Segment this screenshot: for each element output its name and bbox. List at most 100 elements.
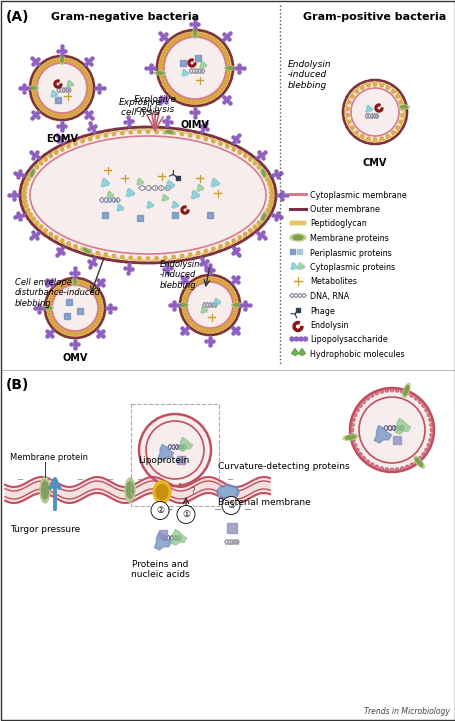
Circle shape: [55, 146, 59, 151]
Circle shape: [294, 337, 298, 341]
Circle shape: [229, 317, 233, 320]
Circle shape: [204, 274, 208, 278]
Circle shape: [167, 88, 171, 92]
Text: EOMV: EOMV: [46, 134, 78, 144]
Ellipse shape: [29, 87, 37, 89]
Circle shape: [237, 146, 241, 151]
Circle shape: [227, 324, 231, 329]
Circle shape: [235, 293, 238, 297]
Circle shape: [55, 239, 59, 244]
Circle shape: [293, 221, 298, 225]
Ellipse shape: [164, 130, 174, 134]
Circle shape: [191, 327, 195, 331]
Circle shape: [59, 117, 63, 121]
Circle shape: [179, 296, 183, 300]
Circle shape: [184, 30, 188, 34]
Circle shape: [89, 282, 93, 286]
Circle shape: [168, 94, 172, 98]
Circle shape: [98, 301, 101, 305]
Circle shape: [211, 139, 215, 143]
Ellipse shape: [30, 168, 35, 178]
Circle shape: [32, 169, 35, 173]
Circle shape: [188, 324, 192, 329]
Text: Endolysin
-induced
blebbing: Endolysin -induced blebbing: [160, 260, 200, 290]
Circle shape: [226, 71, 229, 74]
Circle shape: [421, 404, 425, 407]
Circle shape: [34, 77, 38, 81]
Ellipse shape: [233, 304, 240, 306]
Circle shape: [345, 113, 349, 117]
Circle shape: [350, 94, 354, 98]
Circle shape: [68, 281, 72, 285]
Polygon shape: [211, 178, 219, 187]
Circle shape: [220, 86, 223, 89]
Circle shape: [81, 330, 84, 334]
Circle shape: [66, 282, 69, 286]
Circle shape: [51, 319, 55, 323]
Circle shape: [80, 334, 84, 338]
Circle shape: [155, 257, 158, 260]
Text: −: −: [76, 476, 83, 485]
Text: ①: ①: [182, 510, 190, 519]
Circle shape: [160, 49, 164, 53]
Circle shape: [225, 144, 229, 148]
Circle shape: [301, 221, 305, 225]
Circle shape: [106, 129, 111, 133]
Circle shape: [177, 32, 181, 36]
Circle shape: [54, 236, 58, 239]
Circle shape: [207, 332, 212, 336]
Text: Hydrophobic molecules: Hydrophobic molecules: [309, 350, 404, 359]
Circle shape: [54, 151, 58, 154]
FancyBboxPatch shape: [64, 313, 70, 319]
Circle shape: [73, 277, 77, 281]
Circle shape: [84, 105, 88, 110]
Circle shape: [231, 143, 234, 147]
Circle shape: [45, 278, 105, 338]
Ellipse shape: [177, 303, 188, 307]
Circle shape: [76, 277, 81, 281]
Circle shape: [90, 133, 94, 137]
Circle shape: [355, 448, 359, 452]
Circle shape: [265, 178, 269, 182]
Circle shape: [146, 19, 243, 117]
Circle shape: [106, 257, 111, 261]
Circle shape: [229, 66, 233, 70]
Circle shape: [184, 286, 188, 291]
Circle shape: [253, 225, 256, 229]
Circle shape: [46, 63, 50, 66]
Circle shape: [120, 255, 124, 259]
Circle shape: [187, 99, 190, 102]
Circle shape: [24, 174, 28, 179]
Circle shape: [253, 162, 256, 165]
Circle shape: [243, 236, 247, 240]
Circle shape: [100, 296, 104, 300]
Circle shape: [218, 44, 222, 48]
Circle shape: [383, 81, 387, 85]
Circle shape: [54, 284, 58, 288]
Circle shape: [56, 330, 61, 334]
Circle shape: [70, 112, 74, 115]
Circle shape: [52, 116, 56, 120]
Circle shape: [86, 97, 89, 100]
Circle shape: [180, 35, 184, 39]
Circle shape: [243, 150, 247, 154]
Circle shape: [394, 468, 398, 472]
Circle shape: [211, 332, 215, 336]
Circle shape: [93, 322, 96, 325]
Polygon shape: [51, 90, 58, 97]
Circle shape: [51, 60, 55, 63]
Circle shape: [194, 103, 198, 107]
Text: −: −: [106, 476, 113, 485]
Polygon shape: [67, 80, 74, 87]
FancyBboxPatch shape: [195, 56, 200, 61]
Circle shape: [164, 50, 167, 53]
Circle shape: [95, 293, 98, 296]
Circle shape: [22, 207, 26, 211]
Circle shape: [82, 102, 86, 106]
Ellipse shape: [60, 53, 64, 64]
Circle shape: [225, 242, 229, 245]
Circle shape: [100, 317, 104, 320]
Ellipse shape: [165, 131, 173, 133]
Circle shape: [35, 221, 39, 225]
Circle shape: [26, 208, 30, 212]
